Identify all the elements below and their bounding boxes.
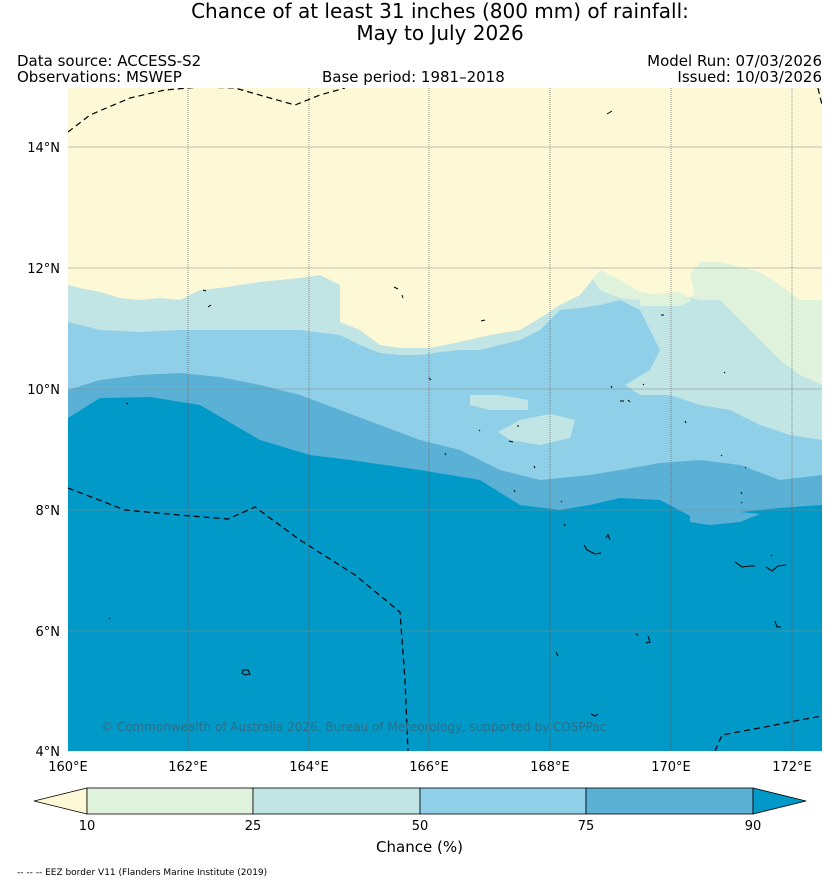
lat-label-4: 4°N: [36, 745, 61, 760]
inner-green-blob: [640, 292, 692, 306]
colorbar-high-extension: [752, 787, 807, 815]
lat-label-8: 8°N: [36, 504, 61, 519]
zone-below-10: [68, 88, 822, 348]
issued-date: Issued: 10/03/2026: [677, 68, 822, 86]
lat-label-6: 6°N: [36, 625, 61, 640]
lat-label-14: 14°N: [27, 141, 60, 156]
colorbar-bin-75-90: [585, 787, 754, 815]
map-fill: © Commonwealth of Australia 2026, Bureau…: [68, 88, 822, 751]
colorbar-bin-50-75: [419, 787, 587, 815]
colorbar-low-extension: [33, 787, 88, 815]
model-run: Model Run: 07/03/2026: [647, 52, 822, 70]
chart-title-line2: May to July 2026: [356, 21, 524, 45]
lat-label-10: 10°N: [27, 383, 60, 398]
eez-border: [68, 88, 822, 751]
lon-label-166: 166°E: [409, 760, 449, 775]
colorbar-tick-90: 90: [745, 819, 762, 834]
inner-light-blob-2: [470, 395, 528, 410]
latitude-labels: 14°N 12°N 10°N 8°N 6°N 4°N: [27, 141, 60, 760]
lon-label-168: 168°E: [530, 760, 570, 775]
lon-label-170: 170°E: [651, 760, 691, 775]
longitude-labels: 160°E 162°E 164°E 166°E 168°E 170°E 172°…: [48, 760, 812, 775]
lat-label-12: 12°N: [27, 262, 60, 277]
colorbar-tick-25: 25: [245, 819, 262, 834]
lon-label-160: 160°E: [48, 760, 88, 775]
colorbar-title: Chance (%): [376, 838, 463, 856]
lon-label-164: 164°E: [289, 760, 329, 775]
lon-label-172: 172°E: [772, 760, 812, 775]
observations: Observations: MSWEP: [17, 68, 182, 86]
colorbar-tick-50: 50: [412, 819, 429, 834]
colorbar-bin-25-50: [252, 787, 421, 815]
inner-light-blob: [498, 414, 575, 445]
colorbar: 10 25 50 75 90: [33, 787, 807, 834]
colorbar-tick-10: 10: [79, 819, 96, 834]
islands: [108, 110, 787, 717]
latitude-gridlines: [68, 146, 822, 632]
inner-mid-blob: [690, 510, 760, 525]
chart-title-line1: Chance of at least 31 inches (800 mm) of…: [191, 0, 689, 23]
lon-label-162: 162°E: [168, 760, 208, 775]
eez-footnote: -- -- -- EEZ border V11 (Flanders Marine…: [17, 868, 268, 878]
data-source: Data source: ACCESS-S2: [17, 52, 202, 70]
base-period: Base period: 1981–2018: [322, 68, 505, 86]
longitude-gridlines: [187, 88, 793, 751]
colorbar-tick-75: 75: [578, 819, 595, 834]
copyright-credit: © Commonwealth of Australia 2026, Bureau…: [101, 720, 606, 734]
colorbar-bin-10-25: [86, 787, 254, 815]
